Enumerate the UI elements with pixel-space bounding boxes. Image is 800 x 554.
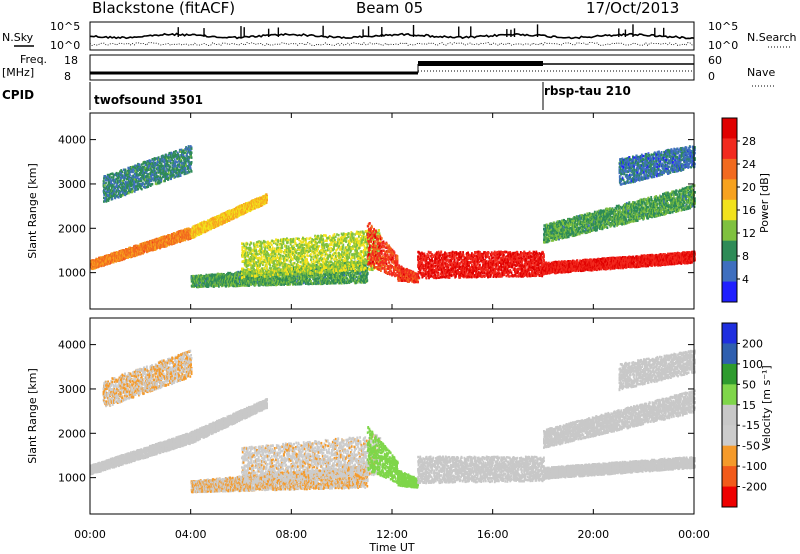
data-cell [147,186,149,189]
data-cell [137,188,139,191]
freq-unit-label: [MHz] [2,66,34,79]
data-cell [120,179,122,182]
data-cell [129,174,131,177]
freq-right-tick-top: 60 [708,54,722,67]
data-cell [117,182,119,185]
data-cell [150,161,152,164]
freq-panel-frame [90,55,694,80]
date-title: 17/Oct/2013 [586,0,679,17]
freq-panel: Freq. [MHz] 18 8 60 0 Nave [2,53,775,86]
beam-title: Beam 05 [356,0,423,17]
data-cell [116,172,118,175]
noise-right-tick-top: 10^5 [708,20,738,33]
data-cell [128,192,130,195]
noise-traces [90,24,694,45]
data-cell [111,198,113,201]
data-cell [127,187,129,190]
rti-plot: Blackstone (fitACF) Beam 05 17/Oct/2013 … [0,0,800,554]
data-cell [110,173,112,176]
data-cell [266,196,268,199]
data-cell [109,187,111,190]
freq-left-tick-bottom: 8 [64,70,71,83]
data-cell [139,174,141,177]
nsky-label: N.Sky [2,31,34,44]
data-cell [266,199,268,202]
data-cell [142,182,144,185]
data-cell [133,168,135,171]
freq-left-tick-top: 18 [64,54,78,67]
nsearch-trace [90,43,694,46]
noise-left-tick-bottom: 10^0 [50,39,80,52]
data-cell [104,184,106,187]
data-cell [130,182,132,185]
noise-right-tick-bottom: 10^0 [708,39,738,52]
data-cell [141,188,143,191]
freq-right-tick-bottom: 0 [708,70,715,83]
data-cell [123,169,125,172]
data-cell [266,201,268,204]
nsky-trace [90,34,694,39]
freq-traces [90,61,694,73]
data-cell [132,171,134,174]
noise-panel: N.Sky N.Search 10^5 10^0 10^5 10^0 [2,20,797,52]
rti-figure: Blackstone (fitACF) Beam 05 17/Oct/2013 … [0,0,800,554]
cpid-label: CPID [2,88,34,102]
cpid-row: CPID twofsound 3501 rbsp-tau 210 [2,82,631,110]
data-cell [129,188,131,191]
data-cell [135,164,137,167]
cpid-mode-1: twofsound 3501 [94,93,203,107]
data-cell [134,167,136,170]
nsearch-label: N.Search [747,31,797,44]
freq-trace-block [418,61,543,66]
data-cell [105,182,107,185]
data-cell [111,176,113,179]
freq-label: Freq. [20,53,47,66]
nave-label: Nave [747,66,775,79]
data-cell [152,183,154,186]
cpid-mode-2: rbsp-tau 210 [544,84,631,98]
data-cell [125,169,127,172]
data-cell [132,190,134,193]
noise-left-tick-top: 10^5 [50,20,80,33]
station-title: Blackstone (fitACF) [92,0,235,17]
